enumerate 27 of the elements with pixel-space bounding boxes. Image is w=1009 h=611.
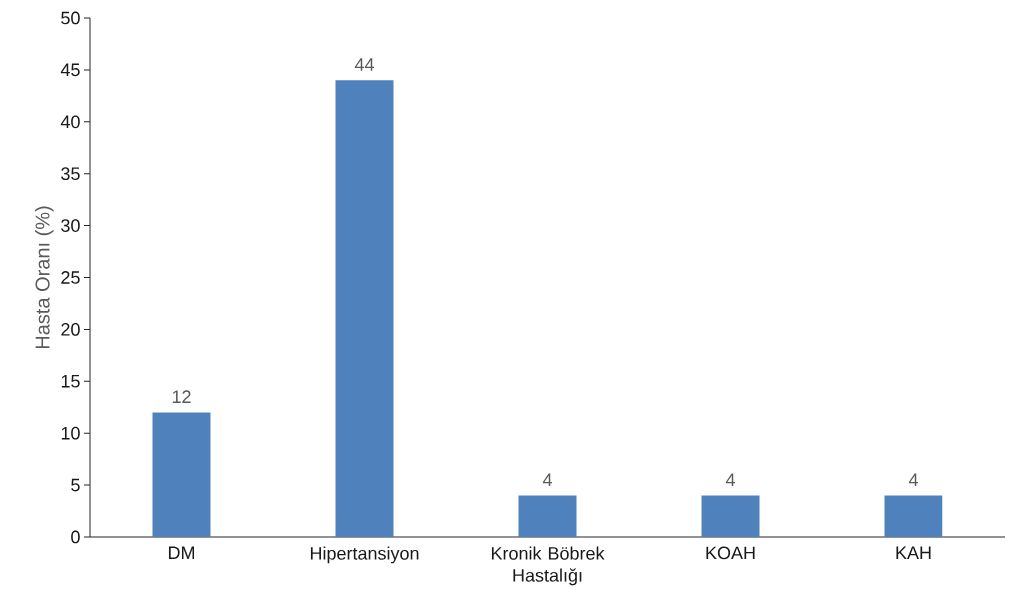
bar bbox=[701, 495, 760, 537]
y-tick-label: 35 bbox=[61, 167, 80, 181]
y-tick-label: 15 bbox=[61, 375, 80, 388]
y-tick-label: 50 bbox=[61, 11, 80, 25]
data-label: 12 bbox=[172, 390, 191, 403]
y-tick-label: 5 bbox=[71, 478, 80, 492]
x-tick-label: KAH bbox=[896, 546, 931, 559]
y-tick-label: 45 bbox=[60, 63, 80, 77]
bar bbox=[152, 412, 211, 537]
y-tick-label: 30 bbox=[61, 219, 80, 232]
bar bbox=[884, 495, 943, 537]
bar bbox=[518, 495, 577, 537]
x-tick-label: Kronik Böbrek Hastalığı bbox=[491, 546, 605, 586]
x-tick-label: Hipertansiyon bbox=[310, 546, 419, 564]
y-tick-label: 40 bbox=[60, 115, 80, 129]
y-tick-label: 25 bbox=[61, 271, 80, 284]
data-label: 4 bbox=[908, 473, 918, 486]
x-tick-label: KOAH bbox=[706, 546, 755, 560]
x-tick-label: DM bbox=[168, 546, 195, 559]
y-tick-label: 0 bbox=[71, 530, 80, 544]
y-axis-title: Hasta Oranı (%) bbox=[34, 206, 54, 349]
y-tick-label: 20 bbox=[61, 323, 80, 336]
data-label: 4 bbox=[725, 473, 735, 486]
y-tick-label: 10 bbox=[61, 426, 80, 440]
bar bbox=[335, 80, 394, 537]
data-label: 44 bbox=[354, 58, 374, 71]
data-label: 4 bbox=[542, 473, 552, 486]
